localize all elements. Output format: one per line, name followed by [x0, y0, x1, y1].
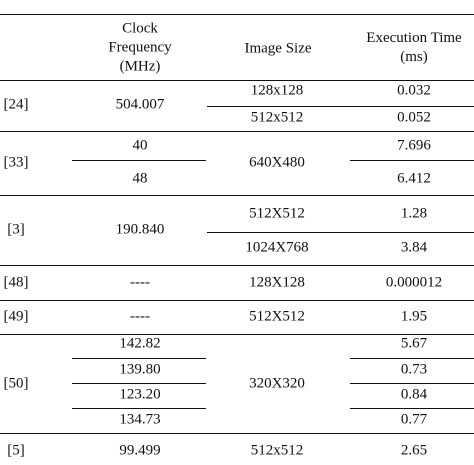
clock-header-line: Frequency: [108, 39, 172, 56]
execution-time-cell: 0.000012: [385, 274, 443, 291]
ref-cell: [49]: [3, 308, 29, 325]
image-size-cell: 512X512: [249, 205, 305, 222]
group-rule: [0, 131, 474, 132]
execution-time-cell: 0.052: [397, 109, 431, 126]
image-size-header-label: Image Size: [244, 40, 312, 57]
image-size-cell: 128X128: [249, 274, 305, 291]
execution-time-cell: 7.696: [397, 137, 431, 154]
table-top-rule: [0, 14, 474, 15]
clock-cell: 40: [132, 137, 148, 154]
execution-time-cell: 0.032: [397, 82, 431, 99]
execution-time-cell: 2.65: [400, 442, 428, 459]
row-rule: [350, 160, 474, 161]
row-rule: [350, 358, 474, 359]
row-rule: [72, 408, 206, 409]
clock-cell: 142.82: [119, 335, 161, 352]
clock-cell: 134.73: [119, 411, 161, 428]
image-size-cell: 1024X768: [245, 239, 309, 256]
row-rule: [207, 232, 474, 233]
clock-header-line: Clock: [122, 20, 158, 37]
ref-cell: [33]: [3, 154, 29, 171]
header-bottom-rule: [0, 80, 474, 81]
row-rule: [350, 408, 474, 409]
image-size-cell: 512x512: [250, 109, 304, 126]
image-size-cell: 512x512: [250, 442, 304, 459]
exec-header-line: (ms): [400, 49, 428, 65]
row-rule: [350, 383, 474, 384]
group-rule: [0, 265, 474, 266]
clock-frequency-header: Clock Frequency (MHz): [108, 20, 171, 77]
group-rule: [0, 334, 474, 335]
ref-cell: [50]: [3, 375, 29, 392]
clock-cell: 48: [132, 170, 148, 187]
clock-cell: 504.007: [115, 96, 165, 113]
image-size-cell: 640X480: [249, 154, 305, 171]
group-rule: [0, 433, 474, 434]
clock-cell: 190.840: [115, 221, 165, 238]
group-rule: [0, 300, 474, 301]
image-size-header: Image Size: [244, 40, 311, 59]
row-rule: [72, 160, 206, 161]
execution-time-cell: 1.28: [400, 205, 428, 222]
image-size-cell: 320X320: [249, 375, 305, 392]
clock-cell: ----: [130, 308, 150, 325]
execution-time-cell: 5.67: [400, 335, 428, 352]
execution-time-header: Execution Time (ms): [366, 29, 461, 67]
image-size-cell: 128x128: [250, 82, 304, 99]
clock-cell: 123.20: [119, 386, 161, 403]
clock-cell: ----: [130, 274, 150, 291]
clock-header-line: (MHz): [119, 58, 161, 75]
row-rule: [207, 106, 474, 107]
group-rule: [0, 195, 474, 196]
clock-cell: 139.80: [119, 361, 161, 378]
execution-time-cell: 6.412: [397, 170, 431, 187]
execution-time-cell: 0.84: [400, 386, 428, 403]
ref-cell: [24]: [3, 96, 29, 113]
row-rule: [72, 383, 206, 384]
execution-time-cell: 0.73: [400, 361, 428, 378]
image-size-cell: 512X512: [249, 308, 305, 325]
row-rule: [72, 358, 206, 359]
ref-cell: [48]: [3, 274, 29, 291]
execution-time-cell: 1.95: [400, 308, 428, 325]
execution-time-cell: 0.77: [400, 411, 428, 428]
exec-header-line: Execution Time: [366, 30, 462, 46]
ref-cell: [5]: [7, 442, 25, 459]
ref-cell: [3]: [7, 221, 25, 238]
clock-cell: 99.499: [119, 442, 161, 459]
execution-time-cell: 3.84: [400, 239, 428, 256]
